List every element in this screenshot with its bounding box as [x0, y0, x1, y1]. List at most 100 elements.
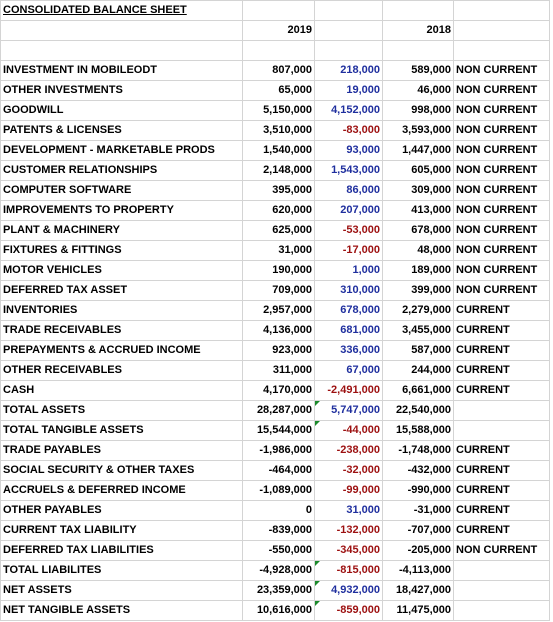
row-label[interactable]: FIXTURES & FITTINGS — [0, 240, 243, 261]
value-2018-cell[interactable]: 589,000 — [382, 60, 454, 81]
empty-cell[interactable] — [453, 40, 550, 61]
value-2018-cell[interactable]: 244,000 — [382, 360, 454, 381]
change-cell[interactable]: 681,000 — [314, 320, 383, 341]
value-2018-cell[interactable]: 2,279,000 — [382, 300, 454, 321]
change-cell[interactable]: 1,543,000 — [314, 160, 383, 181]
value-2019-cell[interactable]: 625,000 — [242, 220, 315, 241]
row-label[interactable]: PATENTS & LICENSES — [0, 120, 243, 141]
classification-cell[interactable]: NON CURRENT — [453, 180, 550, 201]
value-2018-cell[interactable]: 3,455,000 — [382, 320, 454, 341]
row-label[interactable]: NET ASSETS — [0, 580, 243, 601]
value-2018-cell[interactable]: -4,113,000 — [382, 560, 454, 581]
value-2018-cell[interactable]: 6,661,000 — [382, 380, 454, 401]
empty-cell[interactable] — [242, 0, 315, 21]
value-2019-cell[interactable]: 5,150,000 — [242, 100, 315, 121]
value-2019-cell[interactable]: 311,000 — [242, 360, 315, 381]
sheet-title[interactable]: CONSOLIDATED BALANCE SHEET — [0, 0, 243, 21]
empty-cell[interactable] — [453, 20, 550, 41]
row-label[interactable]: CUSTOMER RELATIONSHIPS — [0, 160, 243, 181]
value-2018-cell[interactable]: 48,000 — [382, 240, 454, 261]
value-2018-cell[interactable]: -707,000 — [382, 520, 454, 541]
classification-cell[interactable]: NON CURRENT — [453, 80, 550, 101]
value-2018-cell[interactable]: 22,540,000 — [382, 400, 454, 421]
change-cell[interactable]: 4,152,000 — [314, 100, 383, 121]
change-cell[interactable]: 5,747,000 — [314, 400, 383, 421]
empty-cell[interactable] — [382, 40, 454, 61]
empty-cell[interactable] — [242, 40, 315, 61]
value-2019-cell[interactable]: -550,000 — [242, 540, 315, 561]
value-2018-cell[interactable]: 189,000 — [382, 260, 454, 281]
change-cell[interactable]: 678,000 — [314, 300, 383, 321]
classification-cell[interactable]: NON CURRENT — [453, 280, 550, 301]
classification-cell[interactable]: NON CURRENT — [453, 220, 550, 241]
empty-cell[interactable] — [453, 0, 550, 21]
change-cell[interactable]: -32,000 — [314, 460, 383, 481]
value-2019-cell[interactable]: 28,287,000 — [242, 400, 315, 421]
change-cell[interactable]: 1,000 — [314, 260, 383, 281]
classification-cell[interactable]: CURRENT — [453, 500, 550, 521]
row-label[interactable]: PLANT & MACHINERY — [0, 220, 243, 241]
change-cell[interactable]: 19,000 — [314, 80, 383, 101]
value-2019-cell[interactable]: 4,136,000 — [242, 320, 315, 341]
row-label[interactable]: NET TANGIBLE ASSETS — [0, 600, 243, 621]
value-2019-cell[interactable]: 923,000 — [242, 340, 315, 361]
value-2018-cell[interactable]: 678,000 — [382, 220, 454, 241]
classification-cell[interactable]: CURRENT — [453, 480, 550, 501]
empty-cell[interactable] — [314, 20, 383, 41]
value-2019-cell[interactable]: 807,000 — [242, 60, 315, 81]
classification-cell[interactable]: NON CURRENT — [453, 260, 550, 281]
change-cell[interactable]: 67,000 — [314, 360, 383, 381]
change-cell[interactable]: 218,000 — [314, 60, 383, 81]
classification-cell[interactable]: CURRENT — [453, 380, 550, 401]
value-2019-cell[interactable]: -4,928,000 — [242, 560, 315, 581]
value-2018-cell[interactable]: -1,748,000 — [382, 440, 454, 461]
change-cell[interactable]: -345,000 — [314, 540, 383, 561]
value-2018-cell[interactable]: -205,000 — [382, 540, 454, 561]
change-cell[interactable]: -132,000 — [314, 520, 383, 541]
row-label[interactable]: DEVELOPMENT - MARKETABLE PRODS — [0, 140, 243, 161]
classification-cell[interactable] — [453, 560, 550, 581]
value-2019-cell[interactable]: 1,540,000 — [242, 140, 315, 161]
change-cell[interactable]: 4,932,000 — [314, 580, 383, 601]
change-cell[interactable]: -859,000 — [314, 600, 383, 621]
classification-cell[interactable] — [453, 580, 550, 601]
change-cell[interactable]: -815,000 — [314, 560, 383, 581]
classification-cell[interactable]: NON CURRENT — [453, 100, 550, 121]
row-label[interactable]: TOTAL TANGIBLE ASSETS — [0, 420, 243, 441]
value-2018-cell[interactable]: 3,593,000 — [382, 120, 454, 141]
value-2019-cell[interactable]: 395,000 — [242, 180, 315, 201]
value-2018-cell[interactable]: 605,000 — [382, 160, 454, 181]
row-label[interactable]: PREPAYMENTS & ACCRUED INCOME — [0, 340, 243, 361]
change-cell[interactable]: 86,000 — [314, 180, 383, 201]
row-label[interactable]: OTHER RECEIVABLES — [0, 360, 243, 381]
change-cell[interactable]: -83,000 — [314, 120, 383, 141]
row-label[interactable]: TOTAL LIABILITES — [0, 560, 243, 581]
row-label[interactable]: DEFERRED TAX LIABILITIES — [0, 540, 243, 561]
row-label[interactable]: OTHER PAYABLES — [0, 500, 243, 521]
change-cell[interactable]: 336,000 — [314, 340, 383, 361]
value-2018-cell[interactable]: 15,588,000 — [382, 420, 454, 441]
value-2018-cell[interactable]: 46,000 — [382, 80, 454, 101]
value-2019-cell[interactable]: 2,957,000 — [242, 300, 315, 321]
row-label[interactable]: TOTAL ASSETS — [0, 400, 243, 421]
value-2018-cell[interactable]: 11,475,000 — [382, 600, 454, 621]
classification-cell[interactable]: NON CURRENT — [453, 120, 550, 141]
value-2018-cell[interactable]: 18,427,000 — [382, 580, 454, 601]
value-2018-cell[interactable]: 399,000 — [382, 280, 454, 301]
row-label[interactable]: TRADE RECEIVABLES — [0, 320, 243, 341]
change-cell[interactable]: 31,000 — [314, 500, 383, 521]
row-label[interactable]: IMPROVEMENTS TO PROPERTY — [0, 200, 243, 221]
row-label[interactable]: GOODWILL — [0, 100, 243, 121]
classification-cell[interactable]: CURRENT — [453, 360, 550, 381]
change-cell[interactable]: 93,000 — [314, 140, 383, 161]
change-cell[interactable]: -238,000 — [314, 440, 383, 461]
classification-cell[interactable]: NON CURRENT — [453, 160, 550, 181]
classification-cell[interactable]: NON CURRENT — [453, 60, 550, 81]
row-label[interactable]: SOCIAL SECURITY & OTHER TAXES — [0, 460, 243, 481]
value-2019-cell[interactable]: -464,000 — [242, 460, 315, 481]
value-2019-cell[interactable]: -839,000 — [242, 520, 315, 541]
value-2019-cell[interactable]: 709,000 — [242, 280, 315, 301]
value-2018-cell[interactable]: 587,000 — [382, 340, 454, 361]
classification-cell[interactable]: NON CURRENT — [453, 240, 550, 261]
value-2018-cell[interactable]: 1,447,000 — [382, 140, 454, 161]
